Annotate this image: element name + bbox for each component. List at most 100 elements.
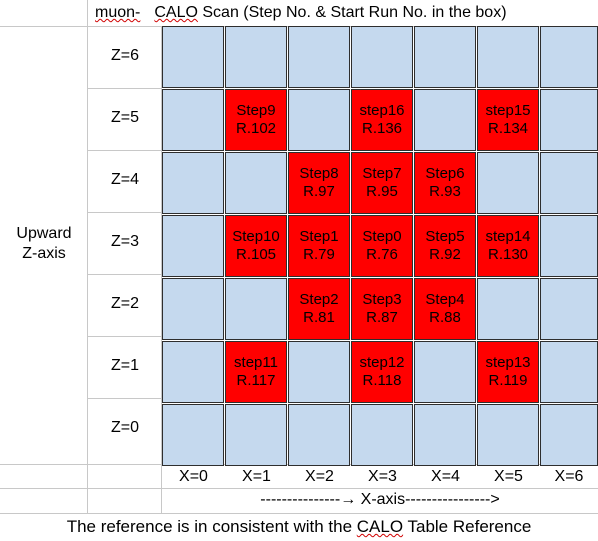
gridline bbox=[161, 26, 162, 513]
empty-cell-z4-x0 bbox=[162, 152, 224, 214]
step-label: step14 bbox=[485, 228, 531, 245]
z-label-1: Z=1 bbox=[110, 357, 139, 374]
footer-text-before: The reference is in consistent with the bbox=[66, 517, 357, 536]
empty-cell-z0-x6 bbox=[540, 404, 598, 466]
empty-cell-z3-x0 bbox=[162, 215, 224, 277]
gridline bbox=[0, 488, 598, 489]
empty-cell-z6-x2 bbox=[288, 26, 350, 88]
run-label: R.105 bbox=[235, 246, 277, 263]
run-label: R.118 bbox=[362, 372, 402, 389]
empty-cell-z0-x5 bbox=[477, 404, 539, 466]
step-label: step15 bbox=[485, 102, 531, 119]
run-label: R.102 bbox=[235, 120, 277, 137]
run-label: R.130 bbox=[487, 246, 529, 263]
scan-cell-z2-x2: Step2 R.81 bbox=[288, 278, 350, 340]
x-label-2: X=2 bbox=[305, 468, 334, 485]
x-label-3: X=3 bbox=[368, 468, 397, 485]
z-axis-label: Upward Z-axis bbox=[0, 224, 88, 264]
run-label: R.92 bbox=[429, 246, 461, 263]
step-label: step12 bbox=[359, 354, 405, 371]
scan-cell-z4-x4: Step6 R.93 bbox=[414, 152, 476, 214]
empty-cell-z0-x0 bbox=[162, 404, 224, 466]
run-label: R.119 bbox=[488, 372, 528, 389]
z-axis-label-line2: Z-axis bbox=[22, 245, 66, 262]
empty-cell-z0-x3 bbox=[351, 404, 413, 466]
empty-cell-z5-x6 bbox=[540, 89, 598, 151]
step-label: Step2 bbox=[299, 291, 339, 308]
gridline bbox=[88, 398, 162, 399]
z-label-2: Z=2 bbox=[110, 295, 139, 312]
scan-cell-z1-x3: step12 R.118 bbox=[351, 341, 413, 403]
footer-note: The reference is in consistent with the … bbox=[0, 515, 598, 539]
step-label: Step10 bbox=[232, 228, 280, 245]
empty-cell-z2-x6 bbox=[540, 278, 598, 340]
step-label: Step3 bbox=[362, 291, 402, 308]
empty-cell-z4-x1 bbox=[225, 152, 287, 214]
step-label: Step1 bbox=[299, 228, 339, 245]
step-label: Step4 bbox=[425, 291, 465, 308]
run-label: R.87 bbox=[366, 309, 398, 326]
empty-cell-z4-x6 bbox=[540, 152, 598, 214]
run-label: R.117 bbox=[236, 372, 276, 389]
scan-cell-z3-x4: Step5 R.92 bbox=[414, 215, 476, 277]
scan-cell-z5-x5: step15 R.134 bbox=[477, 89, 539, 151]
gridline bbox=[0, 513, 598, 514]
empty-cell-z1-x6 bbox=[540, 341, 598, 403]
step-label: step11 bbox=[234, 354, 278, 371]
step-label: Step9 bbox=[236, 102, 276, 119]
z-axis-label-line1: Upward bbox=[16, 225, 72, 242]
run-label: R.136 bbox=[361, 120, 403, 137]
empty-cell-z1-x0 bbox=[162, 341, 224, 403]
title-calo: CALO bbox=[154, 4, 198, 21]
empty-cell-z0-x4 bbox=[414, 404, 476, 466]
x-label-1: X=1 bbox=[242, 468, 271, 485]
run-label: R.134 bbox=[487, 120, 529, 137]
x-label-5: X=5 bbox=[494, 468, 523, 485]
empty-cell-z6-x0 bbox=[162, 26, 224, 88]
run-label: R.95 bbox=[366, 183, 398, 200]
scan-cell-z5-x1: Step9 R.102 bbox=[225, 89, 287, 151]
scan-cell-z1-x5: step13 R.119 bbox=[477, 341, 539, 403]
z-label-3: Z=3 bbox=[110, 233, 139, 250]
scan-cell-z4-x3: Step7 R.95 bbox=[351, 152, 413, 214]
z-label-5: Z=5 bbox=[110, 109, 139, 126]
x-label-0: X=0 bbox=[179, 468, 208, 485]
empty-cell-z1-x2 bbox=[288, 341, 350, 403]
step-label: Step7 bbox=[362, 165, 402, 182]
title-text: Scan (Step No. & Start Run No. in the bo… bbox=[197, 4, 507, 21]
x-axis-caption: ---------------→ X-axis----------------> bbox=[260, 491, 500, 508]
run-label: R.93 bbox=[429, 183, 461, 200]
footer-calo: CALO bbox=[356, 517, 404, 536]
run-label: R.88 bbox=[429, 309, 461, 326]
empty-cell-z3-x6 bbox=[540, 215, 598, 277]
muon-label: muon- bbox=[95, 4, 141, 21]
empty-cell-z6-x3 bbox=[351, 26, 413, 88]
gridline bbox=[88, 150, 162, 151]
z-label-4: Z=4 bbox=[110, 171, 139, 188]
empty-cell-z2-x0 bbox=[162, 278, 224, 340]
x-label-6: X=6 bbox=[554, 468, 584, 485]
gridline bbox=[88, 212, 162, 213]
gridline bbox=[87, 0, 88, 513]
scan-cell-z3-x3: Step0 R.76 bbox=[351, 215, 413, 277]
empty-cell-z2-x5 bbox=[477, 278, 539, 340]
empty-cell-z1-x4 bbox=[414, 341, 476, 403]
empty-cell-z6-x4 bbox=[414, 26, 476, 88]
run-label: R.79 bbox=[303, 246, 335, 263]
z-label-0: Z=0 bbox=[110, 419, 139, 436]
step-label: step16 bbox=[359, 102, 405, 119]
step-label: Step6 bbox=[425, 165, 465, 182]
empty-cell-z2-x1 bbox=[225, 278, 287, 340]
footer-text-after: Table Reference bbox=[403, 517, 532, 536]
empty-cell-z5-x0 bbox=[162, 89, 224, 151]
empty-cell-z5-x4 bbox=[414, 89, 476, 151]
scan-cell-z3-x5: step14 R.130 bbox=[477, 215, 539, 277]
empty-cell-z6-x5 bbox=[477, 26, 539, 88]
scan-cell-z5-x3: step16 R.136 bbox=[351, 89, 413, 151]
x-label-4: X=4 bbox=[431, 468, 460, 485]
empty-cell-z6-x6 bbox=[540, 26, 598, 88]
scan-cell-z3-x1: Step10 R.105 bbox=[225, 215, 287, 277]
gridline bbox=[88, 88, 162, 89]
z-label-6: Z=6 bbox=[110, 47, 139, 64]
